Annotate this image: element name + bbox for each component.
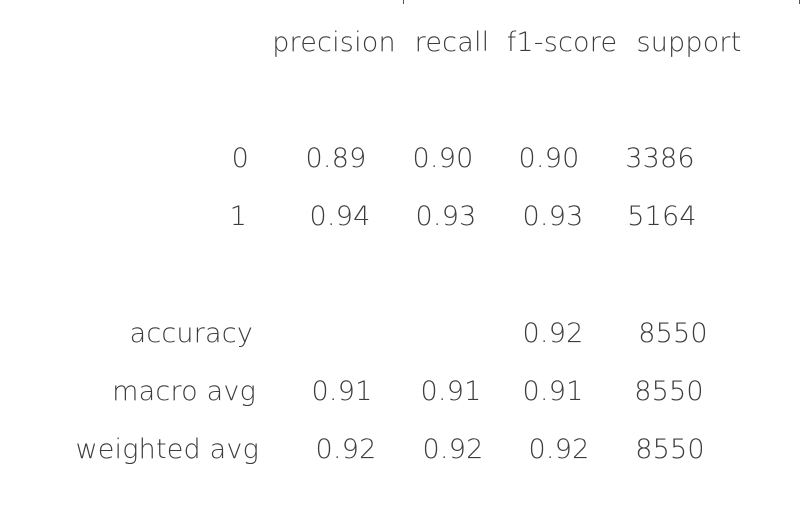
recall-macro-avg: 0.91	[420, 376, 482, 407]
support-weighted-avg: 8550	[635, 434, 705, 465]
f1-0: 0.90	[518, 143, 580, 174]
precision-weighted-avg: 0.92	[315, 434, 377, 465]
row-label-0: 0	[231, 143, 249, 174]
precision-1: 0.94	[309, 201, 371, 232]
cropped-text-fragment	[799, 0, 800, 4]
recall-0: 0.90	[412, 143, 474, 174]
f1-weighted-avg: 0.92	[528, 434, 590, 465]
support-macro-avg: 8550	[634, 376, 704, 407]
header-f1-score: f1-score	[506, 27, 618, 58]
f1-accuracy: 0.92	[522, 318, 584, 349]
header-support: support	[636, 27, 742, 58]
recall-weighted-avg: 0.92	[422, 434, 484, 465]
f1-macro-avg: 0.91	[522, 376, 584, 407]
precision-macro-avg: 0.91	[311, 376, 373, 407]
row-label-accuracy: accuracy	[129, 318, 253, 349]
recall-1: 0.93	[415, 201, 477, 232]
row-label-macro-avg: macro avg	[112, 376, 256, 407]
row-label-1: 1	[229, 201, 247, 232]
precision-0: 0.89	[305, 143, 367, 174]
header-recall: recall	[414, 27, 490, 58]
row-label-weighted-avg: weighted avg	[75, 434, 259, 465]
support-0: 3386	[625, 143, 695, 174]
support-accuracy: 8550	[638, 318, 708, 349]
support-1: 5164	[627, 201, 697, 232]
f1-1: 0.93	[522, 201, 584, 232]
cropped-text-fragment	[403, 0, 404, 4]
header-precision: precision	[272, 27, 396, 58]
